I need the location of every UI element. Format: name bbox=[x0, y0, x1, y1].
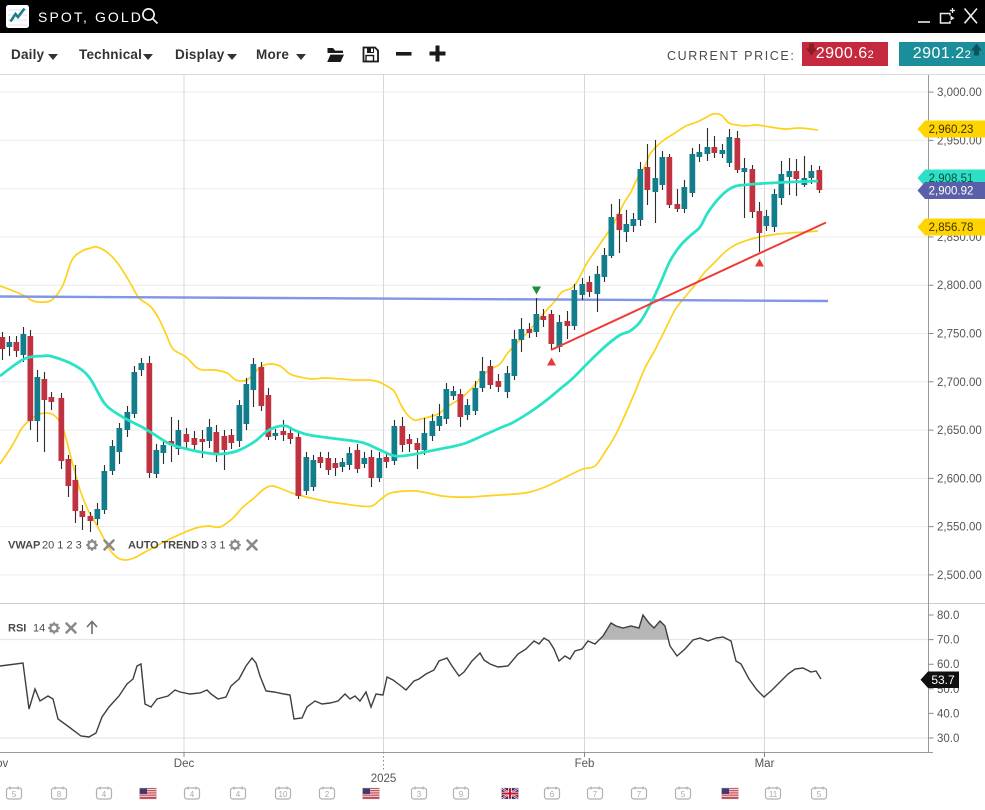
svg-text:4: 4 bbox=[190, 790, 195, 799]
svg-text:4: 4 bbox=[236, 790, 241, 799]
svg-text:3: 3 bbox=[417, 790, 422, 799]
svg-text:53.7: 53.7 bbox=[931, 673, 955, 687]
svg-text:20 1 2 3: 20 1 2 3 bbox=[42, 540, 82, 552]
svg-text:60.0: 60.0 bbox=[937, 659, 959, 671]
svg-text:Nov: Nov bbox=[0, 758, 8, 770]
svg-text:2,700.00: 2,700.00 bbox=[937, 377, 982, 389]
svg-text:2,800.00: 2,800.00 bbox=[937, 280, 982, 292]
svg-text:7: 7 bbox=[637, 790, 642, 799]
svg-text:2,550.00: 2,550.00 bbox=[937, 522, 982, 534]
svg-text:5: 5 bbox=[12, 790, 17, 799]
svg-text:2,650.00: 2,650.00 bbox=[937, 425, 982, 437]
svg-text:AUTO TREND: AUTO TREND bbox=[128, 540, 199, 552]
svg-text:2,950.00: 2,950.00 bbox=[937, 135, 982, 147]
svg-text:VWAP: VWAP bbox=[8, 540, 40, 552]
svg-text:2: 2 bbox=[325, 790, 330, 799]
svg-text:80.0: 80.0 bbox=[937, 610, 959, 622]
svg-text:Dec: Dec bbox=[174, 758, 195, 770]
svg-text:Feb: Feb bbox=[575, 758, 595, 770]
svg-text:10: 10 bbox=[279, 790, 288, 799]
svg-text:3,000.00: 3,000.00 bbox=[937, 87, 982, 99]
svg-text:4: 4 bbox=[102, 790, 107, 799]
svg-text:70.0: 70.0 bbox=[937, 635, 959, 647]
svg-text:7: 7 bbox=[593, 790, 598, 799]
svg-text:2,960.23: 2,960.23 bbox=[929, 124, 974, 136]
svg-text:30.0: 30.0 bbox=[937, 733, 959, 745]
svg-text:2,750.00: 2,750.00 bbox=[937, 329, 982, 341]
svg-text:2025: 2025 bbox=[371, 773, 397, 785]
svg-text:3 3 1: 3 3 1 bbox=[201, 540, 225, 552]
svg-text:2,856.78: 2,856.78 bbox=[929, 222, 974, 234]
svg-text:14: 14 bbox=[33, 623, 45, 635]
svg-text:2,600.00: 2,600.00 bbox=[937, 473, 982, 485]
svg-text:40.0: 40.0 bbox=[937, 708, 959, 720]
svg-text:11: 11 bbox=[769, 790, 778, 799]
svg-text:5: 5 bbox=[681, 790, 686, 799]
svg-text:2,900.92: 2,900.92 bbox=[929, 186, 974, 198]
svg-text:2,500.00: 2,500.00 bbox=[937, 570, 982, 582]
svg-text:RSI: RSI bbox=[8, 623, 26, 635]
svg-text:8: 8 bbox=[57, 790, 62, 799]
svg-text:Mar: Mar bbox=[755, 758, 775, 770]
svg-text:6: 6 bbox=[550, 790, 555, 799]
svg-text:9: 9 bbox=[459, 790, 464, 799]
svg-text:5: 5 bbox=[817, 790, 822, 799]
